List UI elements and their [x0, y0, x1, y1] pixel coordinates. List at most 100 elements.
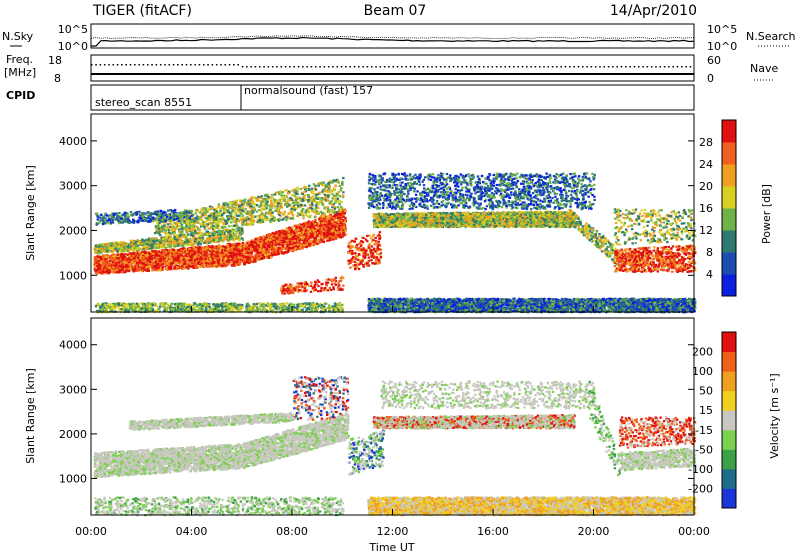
- heatmap-cell: [163, 251, 165, 253]
- heatmap-cell: [193, 252, 195, 254]
- freq-dot: [560, 66, 562, 68]
- heatmap-cell: [106, 250, 108, 252]
- heatmap-cell: [120, 250, 122, 252]
- freq-dot: [496, 66, 498, 68]
- heatmap-cell: [236, 228, 238, 230]
- heatmap-cell: [122, 250, 124, 252]
- heatmap-cell: [291, 227, 293, 229]
- heatmap-cell: [94, 256, 96, 258]
- freq-dot: [586, 66, 588, 68]
- heatmap-cell: [151, 264, 153, 266]
- freq-dot: [444, 66, 446, 68]
- heatmap-cell: [202, 249, 204, 251]
- heatmap-cell: [305, 231, 307, 233]
- heatmap-cell: [285, 238, 287, 240]
- heatmap-cell: [189, 266, 191, 268]
- freq-dot: [237, 64, 239, 66]
- heatmap-cell: [94, 252, 96, 254]
- heatmap-cell: [190, 259, 192, 261]
- heatmap-cell: [143, 246, 145, 248]
- noise-panel-frame: [91, 24, 694, 48]
- freq-dot: [621, 66, 623, 68]
- heatmap-cell: [218, 246, 220, 248]
- heatmap-cell: [337, 221, 339, 223]
- heatmap-cell: [215, 265, 217, 267]
- heatmap-cell: [343, 216, 345, 218]
- freq-dot: [315, 66, 317, 68]
- heatmap-cell: [301, 225, 303, 227]
- heatmap-cell: [256, 256, 258, 258]
- heatmap-cell: [104, 246, 106, 248]
- heatmap-cell: [128, 255, 130, 257]
- heatmap-cell: [158, 239, 160, 241]
- freq-dot: [556, 66, 558, 68]
- heatmap-cell: [280, 238, 282, 240]
- freq-dot: [612, 66, 614, 68]
- heatmap-cell: [222, 245, 224, 247]
- heatmap-cell: [286, 251, 288, 253]
- heatmap-cell: [143, 242, 145, 244]
- heatmap-cell: [319, 235, 321, 237]
- heatmap-cell: [298, 224, 300, 226]
- heatmap-cell: [340, 236, 342, 238]
- heatmap-cell: [98, 248, 100, 250]
- freq-dot: [685, 66, 687, 68]
- heatmap-cell: [117, 254, 119, 256]
- freq-dot: [431, 66, 433, 68]
- heatmap-cell: [281, 251, 283, 253]
- freq-dot: [354, 66, 356, 68]
- freq-dot: [100, 64, 102, 66]
- heatmap-cell: [204, 240, 206, 242]
- freq-dot: [216, 64, 218, 66]
- heatmap-cell: [145, 264, 147, 266]
- heatmap-cell: [201, 233, 203, 235]
- heatmap-cell: [160, 269, 162, 271]
- freq-dot: [138, 64, 140, 66]
- heatmap-cell: [184, 241, 186, 243]
- freq-dot: [263, 66, 265, 68]
- heatmap-cell: [329, 239, 331, 241]
- heatmap-cell: [254, 238, 256, 240]
- cpid-segment-2: normalsound (fast) 157: [244, 84, 373, 97]
- heatmap-cell: [231, 259, 233, 261]
- freq-left-tick-top: 18: [48, 54, 62, 67]
- heatmap-cell: [111, 248, 113, 250]
- heatmap-cell: [304, 233, 306, 235]
- heatmap-cell: [329, 214, 331, 216]
- heatmap-cell: [269, 239, 271, 241]
- heatmap-cell: [308, 220, 310, 222]
- heatmap-cell: [329, 237, 331, 239]
- freq-dot: [535, 66, 537, 68]
- freq-dot: [250, 66, 252, 68]
- freq-panel: Freq. [MHz] 18 8 60 0 Nave: [4, 53, 778, 85]
- heatmap-cell: [324, 224, 326, 226]
- heatmap-cell: [188, 244, 190, 246]
- heatmap-cell: [104, 254, 106, 256]
- freq-dot: [500, 66, 502, 68]
- heatmap-cell: [124, 250, 126, 252]
- heatmap-cell: [180, 255, 182, 257]
- freq-dot: [272, 66, 274, 68]
- freq-dot: [203, 64, 205, 66]
- freq-label-line2: [MHz]: [4, 66, 36, 79]
- heatmap-cell: [331, 234, 333, 236]
- heatmap-cell: [114, 255, 116, 257]
- heatmap-cell: [255, 254, 257, 256]
- heatmap-cell: [198, 232, 200, 234]
- heatmap-cell: [136, 262, 138, 264]
- heatmap-cell: [260, 245, 262, 247]
- heatmap-cell: [260, 240, 262, 242]
- heatmap-cell: [229, 243, 231, 245]
- freq-dot: [371, 66, 373, 68]
- freq-dot: [281, 66, 283, 68]
- heatmap-cell: [152, 253, 154, 255]
- heatmap-cell: [117, 246, 119, 248]
- freq-dot: [457, 66, 459, 68]
- heatmap-cell: [99, 268, 101, 270]
- heatmap-cell: [254, 250, 256, 252]
- heatmap-cell: [139, 256, 141, 258]
- noise-left-label: N.Sky: [2, 30, 34, 43]
- freq-dot: [418, 66, 420, 68]
- heatmap-cell: [203, 254, 205, 256]
- heatmap-cell: [282, 244, 284, 246]
